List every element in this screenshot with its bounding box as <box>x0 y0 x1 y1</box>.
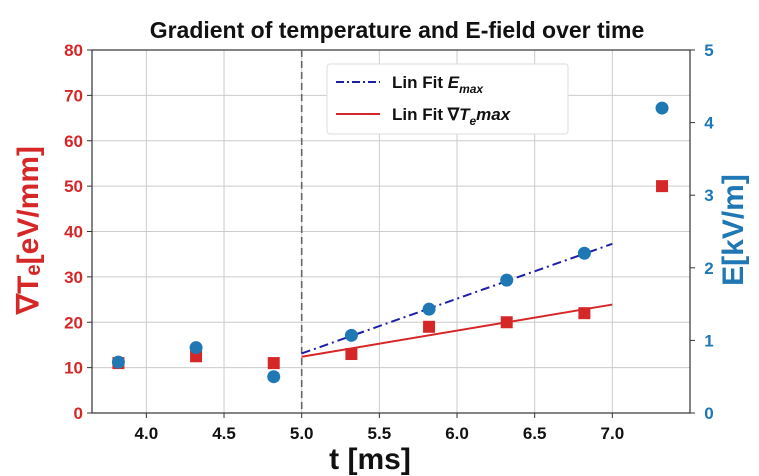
right-axis-ticks: 0 1 2 3 4 5 <box>690 41 714 423</box>
right-tick-label: 3 <box>704 186 713 205</box>
square-marker <box>345 348 358 361</box>
legend-label-emax: Lin Fit Emax <box>392 73 484 96</box>
left-tick-label: 10 <box>64 359 83 378</box>
left-tick-label: 80 <box>64 41 83 60</box>
legend-box <box>326 63 569 135</box>
square-marker <box>423 320 436 333</box>
circle-marker <box>344 328 358 342</box>
left-tick-label: 0 <box>74 404 83 423</box>
square-marker <box>656 180 669 193</box>
square-marker <box>267 357 280 370</box>
x-tick-label: 4.5 <box>212 424 236 443</box>
right-tick-label: 1 <box>704 331 713 350</box>
left-tick-label: 30 <box>64 268 83 287</box>
x-tick-label: 5.5 <box>368 424 392 443</box>
circle-marker <box>111 355 125 369</box>
circle-marker <box>189 341 203 355</box>
left-tick-label: 50 <box>64 177 83 196</box>
legend: Lin Fit Emax Lin Fit ∇Temax <box>326 63 569 135</box>
circle-marker <box>655 101 669 115</box>
left-axis-ticks: 0 10 20 30 40 50 60 70 80 <box>64 41 92 423</box>
x-tick-label: 6.0 <box>445 424 469 443</box>
legend-label-gradte: Lin Fit ∇Temax <box>392 105 512 128</box>
circle-marker <box>422 302 436 316</box>
square-marker <box>578 307 591 320</box>
right-tick-label: 4 <box>704 114 714 133</box>
fit-line-emax <box>301 242 613 355</box>
right-tick-label: 0 <box>704 404 713 423</box>
left-tick-label: 20 <box>64 313 83 332</box>
x-tick-label: 6.5 <box>523 424 547 443</box>
circle-marker <box>577 246 591 260</box>
right-axis-label: E[kV/m] <box>717 174 750 286</box>
x-axis-ticks: 4.0 4.5 5.0 5.5 6.0 6.5 7.0 <box>135 413 625 443</box>
left-tick-label: 40 <box>64 223 83 242</box>
x-tick-label: 7.0 <box>601 424 625 443</box>
right-tick-label: 2 <box>704 259 713 278</box>
x-axis-label: t [ms] <box>329 443 411 476</box>
square-marker <box>500 316 513 329</box>
left-tick-label: 60 <box>64 132 83 151</box>
left-tick-label: 70 <box>64 86 83 105</box>
x-tick-label: 5.0 <box>290 424 314 443</box>
circle-marker <box>267 370 281 384</box>
x-tick-label: 4.0 <box>135 424 159 443</box>
left-axis-label: ∇Tₑ[eV/mm] <box>12 146 45 315</box>
right-tick-label: 5 <box>704 41 713 60</box>
chart-title: Gradient of temperature and E-field over… <box>150 17 645 43</box>
circle-marker <box>500 273 514 287</box>
data-markers <box>111 101 669 384</box>
